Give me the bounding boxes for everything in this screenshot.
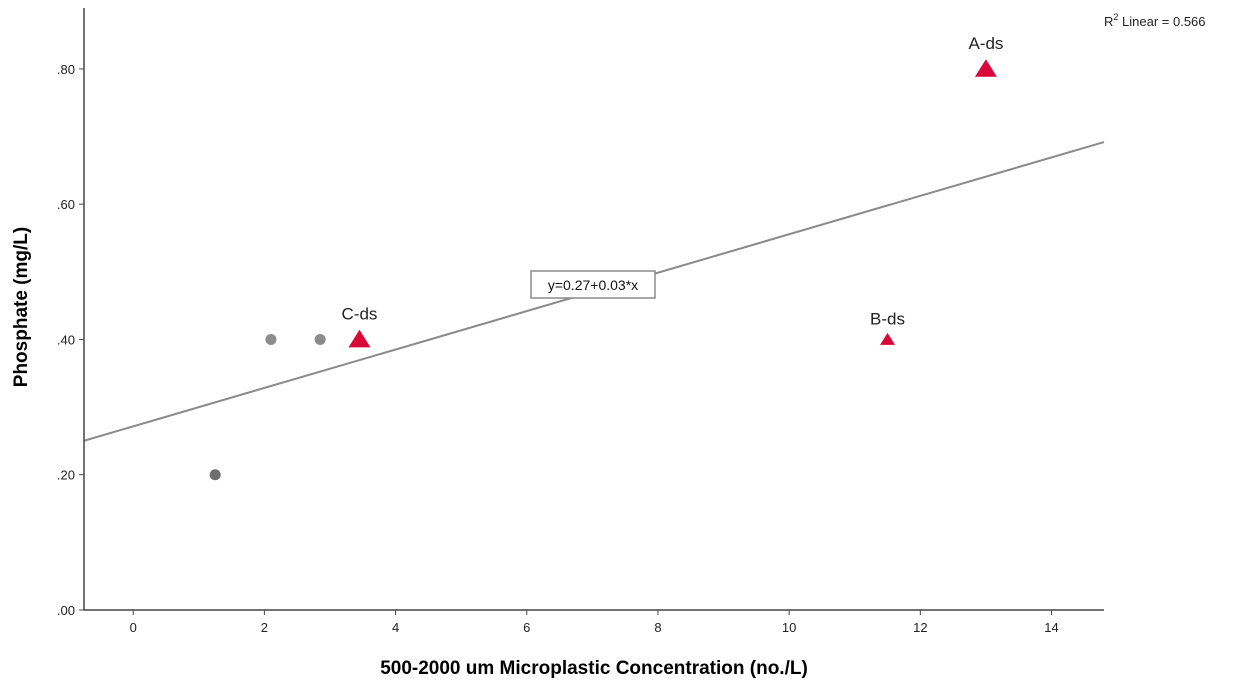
data-point-circle bbox=[209, 469, 221, 481]
data-point-label: B-ds bbox=[870, 309, 905, 328]
data-point-labels: C-ds B-ds A-ds bbox=[342, 34, 1004, 329]
r-squared-superscript: 2 bbox=[1113, 12, 1118, 22]
x-tick-label: 12 bbox=[913, 620, 927, 635]
x-tick-label: 6 bbox=[523, 620, 530, 635]
data-point-triangle bbox=[880, 332, 896, 345]
data-points bbox=[209, 59, 997, 481]
x-tick-label: 10 bbox=[782, 620, 796, 635]
data-point-triangle bbox=[974, 59, 997, 77]
r-squared-value: Linear = 0.566 bbox=[1118, 14, 1205, 29]
data-point-circle bbox=[314, 333, 326, 345]
data-point-label: A-ds bbox=[968, 34, 1003, 53]
x-axis-ticks: 0 2 4 6 8 10 12 14 bbox=[130, 610, 1059, 635]
data-point-label: C-ds bbox=[342, 304, 378, 323]
equation-label-box: y=0.27+0.03*x bbox=[530, 270, 656, 299]
x-axis-title: 500-2000 um Microplastic Concentration (… bbox=[380, 658, 808, 679]
x-tick-label: 8 bbox=[654, 620, 661, 635]
r-squared-label: R2 Linear = 0.566 bbox=[1104, 12, 1206, 29]
equation-label: y=0.27+0.03*x bbox=[548, 277, 638, 293]
x-tick-label: 4 bbox=[392, 620, 399, 635]
y-axis-ticks: .00 .20 .40 .60 .80 bbox=[57, 62, 84, 618]
y-tick-label: .40 bbox=[57, 332, 75, 347]
y-tick-label: .80 bbox=[57, 62, 75, 77]
y-tick-label: .00 bbox=[57, 603, 75, 618]
x-tick-label: 2 bbox=[261, 620, 268, 635]
data-point-triangle bbox=[348, 329, 371, 348]
y-tick-label: .60 bbox=[57, 197, 75, 212]
data-point-circle bbox=[265, 333, 277, 345]
x-tick-label: 0 bbox=[130, 620, 137, 635]
y-tick-label: .20 bbox=[57, 468, 75, 483]
y-axis-title: Phosphate (mg/L) bbox=[11, 227, 32, 387]
r-squared-prefix: R bbox=[1104, 14, 1113, 29]
x-tick-label: 14 bbox=[1044, 620, 1058, 635]
